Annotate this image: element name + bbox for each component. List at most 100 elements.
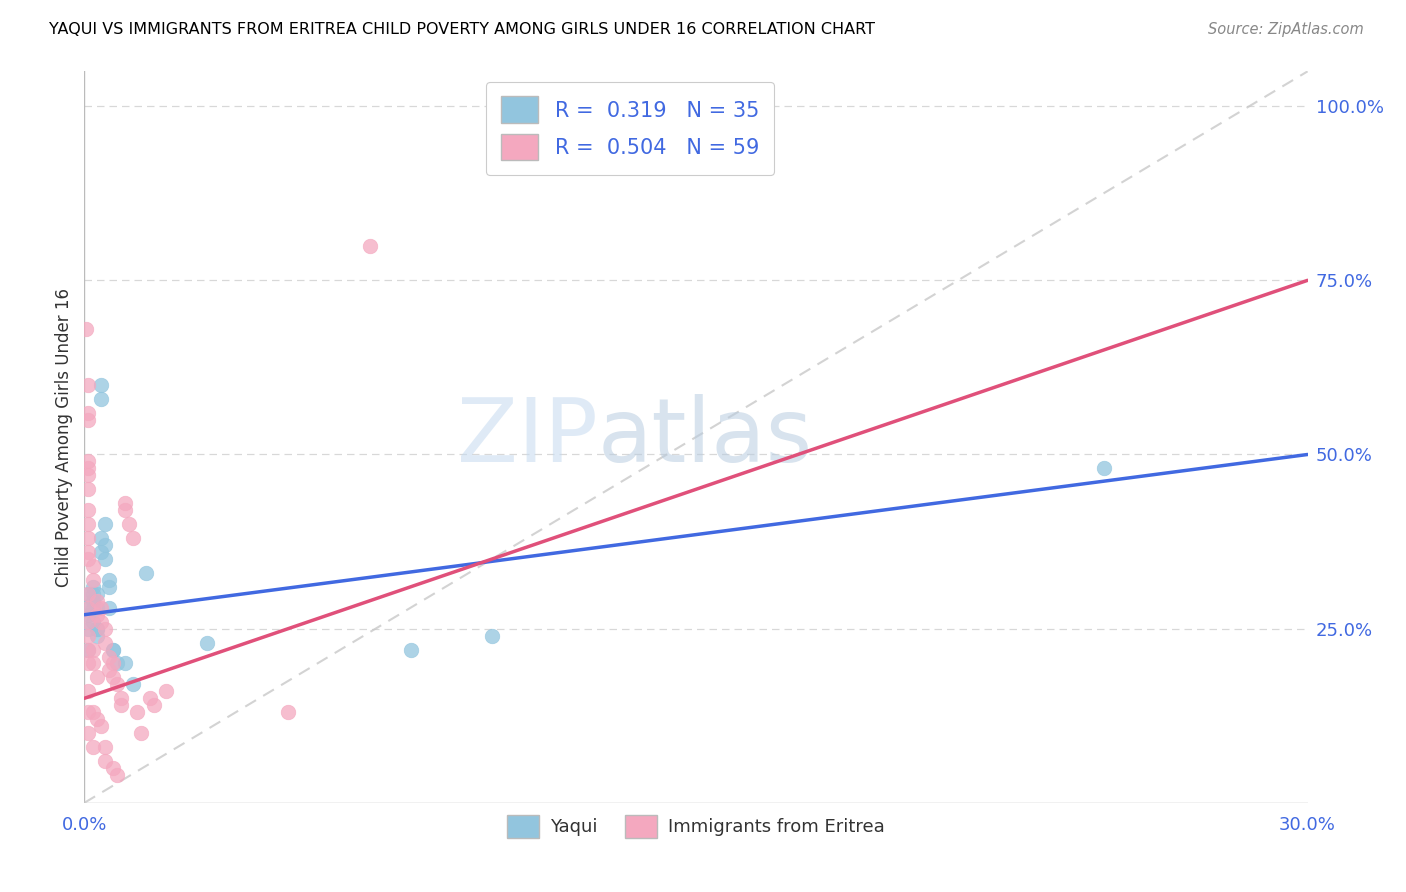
Point <box>277 705 299 719</box>
Point <box>82 615 104 629</box>
Point <box>93 538 115 552</box>
Point <box>77 657 100 671</box>
Point <box>97 580 120 594</box>
Point <box>110 691 132 706</box>
Point <box>86 712 108 726</box>
Point <box>90 392 112 406</box>
Point <box>77 587 100 601</box>
Point <box>93 552 115 566</box>
Point <box>93 754 115 768</box>
Point <box>122 531 145 545</box>
Point <box>77 705 100 719</box>
Point <box>1092 461 1115 475</box>
Point <box>82 600 104 615</box>
Point <box>97 573 120 587</box>
Point <box>86 587 108 601</box>
Point <box>86 629 108 643</box>
Point <box>114 496 136 510</box>
Point <box>86 600 108 615</box>
Point <box>195 635 218 649</box>
Text: YAQUI VS IMMIGRANTS FROM ERITREA CHILD POVERTY AMONG GIRLS UNDER 16 CORRELATION : YAQUI VS IMMIGRANTS FROM ERITREA CHILD P… <box>49 22 875 37</box>
Legend: Yaqui, Immigrants from Eritrea: Yaqui, Immigrants from Eritrea <box>499 807 893 845</box>
Point <box>77 377 100 392</box>
Point <box>135 566 157 580</box>
Point <box>359 238 381 252</box>
Point <box>105 677 128 691</box>
Point <box>77 600 100 615</box>
Point <box>77 545 100 559</box>
Point <box>118 517 141 532</box>
Point <box>82 705 104 719</box>
Point <box>90 531 112 545</box>
Point <box>93 517 115 532</box>
Point <box>77 412 100 426</box>
Point <box>77 483 100 497</box>
Point <box>131 726 153 740</box>
Point <box>101 657 124 671</box>
Text: Source: ZipAtlas.com: Source: ZipAtlas.com <box>1208 22 1364 37</box>
Point <box>77 726 100 740</box>
Point <box>82 740 104 755</box>
Point <box>77 642 100 657</box>
Point <box>399 642 422 657</box>
Point <box>82 657 104 671</box>
Point <box>105 768 128 782</box>
Point <box>77 454 100 468</box>
Point <box>77 587 100 601</box>
Point <box>122 677 145 691</box>
Point <box>77 468 100 483</box>
Point <box>93 740 115 755</box>
Point <box>105 657 128 671</box>
Point <box>75 322 97 336</box>
Point <box>82 642 104 657</box>
Point <box>97 649 120 664</box>
Point <box>142 698 165 713</box>
Point <box>127 705 149 719</box>
Point <box>77 642 100 657</box>
Point <box>90 615 112 629</box>
Point <box>75 600 97 615</box>
Point <box>90 719 112 733</box>
Point <box>90 545 112 559</box>
Point <box>86 607 108 622</box>
Text: ZIP: ZIP <box>457 393 598 481</box>
Point <box>93 635 115 649</box>
Point <box>77 552 100 566</box>
Point <box>82 558 104 573</box>
Y-axis label: Child Poverty Among Girls Under 16: Child Poverty Among Girls Under 16 <box>55 287 73 587</box>
Point <box>114 657 136 671</box>
Point <box>101 642 124 657</box>
Point <box>86 622 108 636</box>
Point <box>101 670 124 684</box>
Point <box>77 517 100 532</box>
Point <box>90 377 112 392</box>
Point <box>90 600 112 615</box>
Point <box>101 761 124 775</box>
Point <box>77 406 100 420</box>
Point <box>82 573 104 587</box>
Point <box>110 698 132 713</box>
Point <box>77 461 100 475</box>
Point <box>155 684 177 698</box>
Point <box>77 615 100 629</box>
Point <box>101 642 124 657</box>
Point <box>77 684 100 698</box>
Point <box>97 664 120 678</box>
Point <box>93 622 115 636</box>
Point <box>97 600 120 615</box>
Point <box>86 594 108 608</box>
Point <box>77 622 100 636</box>
Point <box>82 580 104 594</box>
Point <box>114 503 136 517</box>
Point <box>86 622 108 636</box>
Text: atlas: atlas <box>598 393 813 481</box>
Point <box>138 691 160 706</box>
Point <box>82 594 104 608</box>
Point <box>77 629 100 643</box>
Point <box>77 607 100 622</box>
Point <box>77 531 100 545</box>
Point <box>86 670 108 684</box>
Point <box>77 503 100 517</box>
Point <box>481 629 503 643</box>
Point <box>82 587 104 601</box>
